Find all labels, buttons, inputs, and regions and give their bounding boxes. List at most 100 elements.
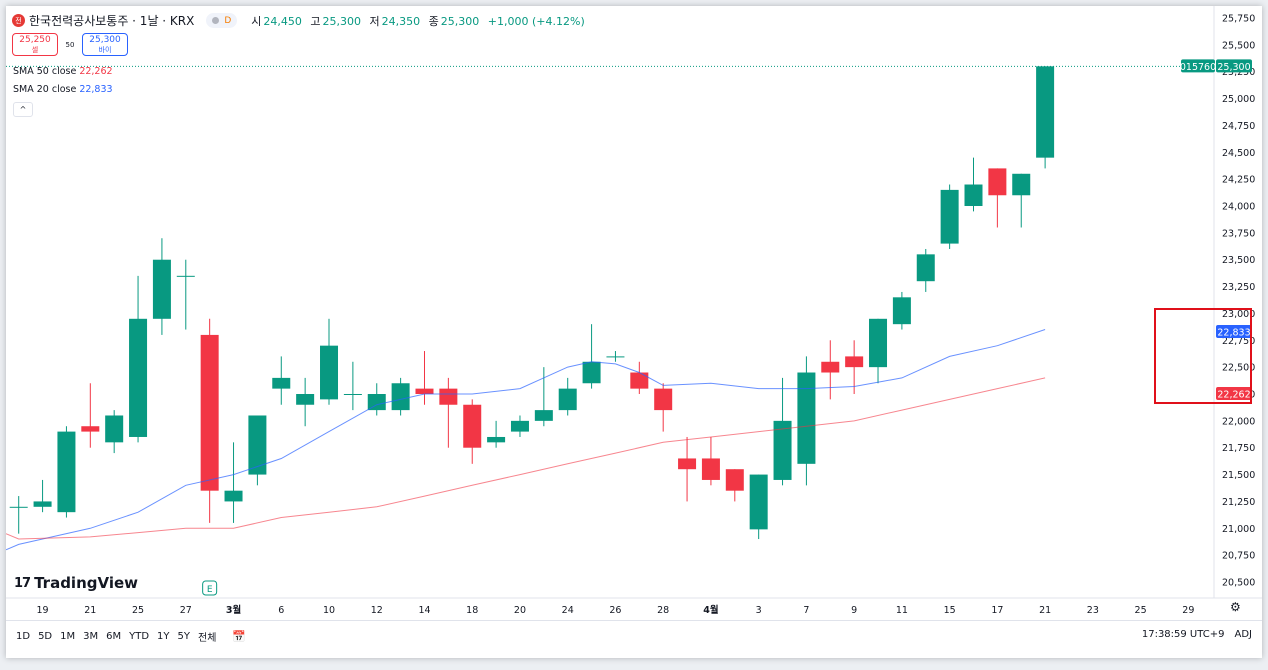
candle-body[interactable]: [510, 420, 529, 432]
price-chart[interactable]: 20,500 20,750 21,000 21,250 21,500 21,750 22,0…: [6, 6, 1262, 620]
candle-body[interactable]: [57, 431, 76, 513]
candle-body[interactable]: [964, 184, 983, 206]
candle-body[interactable]: [296, 394, 315, 405]
candle-body[interactable]: [630, 372, 649, 389]
candle-body[interactable]: [845, 356, 864, 368]
candle-body[interactable]: [391, 383, 410, 411]
candle-body[interactable]: [248, 415, 267, 475]
indicator-sma50-name: SMA 50 close: [13, 66, 77, 77]
sma50-axis-label-bg: [1216, 387, 1252, 400]
data-delay-badge[interactable]: D: [206, 13, 238, 28]
y-tick-label: 25,750: [1222, 14, 1255, 25]
range-3m-button[interactable]: 3M: [83, 630, 99, 642]
indicator-sma50[interactable]: SMA 50 close 22,262: [13, 66, 113, 77]
candle-body[interactable]: [33, 501, 52, 507]
candle-body[interactable]: [869, 318, 888, 368]
candle-body[interactable]: [439, 388, 458, 405]
candle-body[interactable]: [129, 318, 148, 437]
candle-body[interactable]: [558, 388, 577, 411]
earnings-event-marker[interactable]: [202, 580, 218, 596]
x-tick-label: 12: [371, 605, 383, 616]
x-tick-label: 23: [1087, 605, 1099, 616]
y-tick-label: 21,500: [1222, 470, 1255, 481]
y-tick-label: 25,000: [1222, 94, 1255, 105]
x-tick-label: 11: [896, 605, 908, 616]
range-5y-button[interactable]: 5Y: [177, 630, 191, 642]
axis-settings-icon[interactable]: ⚙: [1230, 600, 1241, 614]
candle-body[interactable]: [152, 259, 171, 319]
candle-body[interactable]: [821, 361, 840, 373]
tv-logo-text: TradingView: [34, 574, 139, 592]
candle-body[interactable]: [916, 254, 935, 282]
close-value: 25,300: [440, 14, 480, 28]
sma20-axis-label: 22,833: [1217, 328, 1250, 339]
candle-body[interactable]: [892, 297, 911, 325]
sell-button[interactable]: 25,250 셀: [12, 33, 58, 56]
low-label: 저: [369, 14, 380, 28]
candle-body[interactable]: [534, 410, 553, 421]
range-ytd-button[interactable]: YTD: [129, 630, 150, 642]
calendar-icon[interactable]: 📅: [232, 629, 247, 643]
candle-body[interactable]: [9, 506, 28, 508]
candle-body[interactable]: [749, 474, 768, 530]
candle-body[interactable]: [320, 345, 339, 400]
candle-body[interactable]: [415, 388, 434, 394]
buy-label: 바이: [98, 45, 112, 54]
y-tick-label: 24,500: [1222, 148, 1255, 159]
symbol-title[interactable]: 한국전력공사보통주 · 1날 · KRX: [29, 14, 195, 28]
range-all-button[interactable]: 전체: [198, 632, 217, 644]
buy-button[interactable]: 25,300 바이: [82, 33, 128, 56]
open-label: 시: [251, 14, 262, 28]
y-tick-label: 21,750: [1222, 443, 1255, 454]
candle-body[interactable]: [1036, 66, 1055, 158]
high-label: 고: [310, 14, 321, 28]
y-tick-label: 22,750: [1222, 336, 1255, 347]
candle-body[interactable]: [654, 388, 673, 411]
candle-body[interactable]: [606, 356, 625, 358]
candle-body[interactable]: [272, 377, 291, 389]
range-1d-button[interactable]: 1D: [16, 630, 31, 642]
x-tick-label: 15: [944, 605, 956, 616]
clock-time[interactable]: 17:38:59 UTC+9: [1141, 629, 1225, 640]
candle-body[interactable]: [200, 334, 219, 491]
tradingview-logo[interactable]: 17 TradingView: [14, 574, 138, 592]
range-1m-button[interactable]: 1M: [60, 630, 76, 642]
high-value: 25,300: [322, 14, 362, 28]
candle-body[interactable]: [797, 372, 816, 464]
indicator-sma20[interactable]: SMA 20 close 22,833: [13, 84, 113, 95]
sma50-axis-label: 22,262: [1217, 390, 1250, 401]
candle-body[interactable]: [367, 394, 386, 411]
candle-body[interactable]: [105, 415, 124, 443]
highlight-box: [1154, 308, 1252, 404]
candle-body[interactable]: [343, 394, 362, 395]
spread-value: 50: [65, 40, 75, 49]
range-5d-button[interactable]: 5D: [38, 630, 53, 642]
y-tick-label: 21,000: [1222, 524, 1255, 535]
candle-body[interactable]: [176, 275, 195, 277]
candle-body[interactable]: [678, 458, 697, 470]
x-tick-label: 27: [180, 605, 192, 616]
candle-body[interactable]: [463, 404, 482, 448]
last-price-value-bg: [1216, 59, 1252, 73]
candle-body[interactable]: [940, 189, 959, 244]
candle-body[interactable]: [81, 426, 100, 432]
candle-body[interactable]: [725, 469, 744, 491]
candle-body[interactable]: [224, 490, 243, 502]
candle-body[interactable]: [988, 168, 1007, 196]
candle-body[interactable]: [1012, 173, 1031, 196]
collapse-legend-button[interactable]: ^: [13, 102, 33, 117]
sma50-line: [6, 377, 1046, 540]
delay-label: D: [224, 15, 232, 26]
candle-body[interactable]: [701, 458, 720, 480]
company-logo-icon[interactable]: 전: [12, 14, 25, 27]
tv-mark-icon: 17: [14, 575, 31, 591]
candle-body[interactable]: [487, 436, 506, 443]
candle-body[interactable]: [773, 420, 792, 480]
symbol-header: 전 한국전력공사보통주 · 1날 · KRX D 시 24,450 고 25,300…: [12, 12, 590, 29]
sell-label: 셀: [31, 45, 39, 54]
candle-body[interactable]: [582, 361, 601, 384]
adj-button[interactable]: ADJ: [1234, 629, 1253, 640]
range-1y-button[interactable]: 1Y: [157, 630, 170, 642]
range-6m-button[interactable]: 6M: [106, 630, 122, 642]
sma20-axis-label-bg: [1216, 325, 1252, 338]
